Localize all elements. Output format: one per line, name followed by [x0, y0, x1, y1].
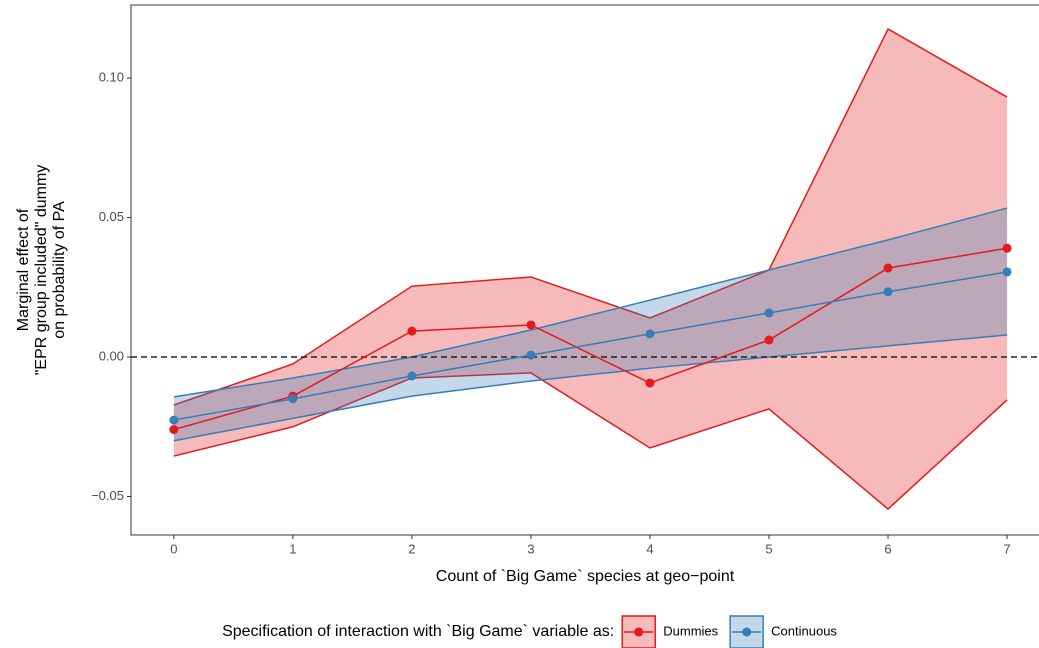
y-axis-label: Marginal effect of: [15, 208, 32, 331]
band-edge: [173, 372, 1008, 511]
legend-item: Continuous: [729, 615, 837, 648]
x-tick-label: 5: [765, 541, 772, 556]
y-tick-label: 0.00: [99, 348, 124, 363]
point: [883, 263, 893, 273]
point: [1002, 243, 1012, 253]
confidence-band: [173, 28, 1008, 510]
band-edge: [173, 207, 1008, 398]
series-line: [173, 271, 1008, 421]
point: [764, 308, 774, 318]
x-tick-label: 6: [884, 541, 891, 556]
point: [645, 329, 655, 339]
point: [288, 394, 298, 404]
point: [645, 378, 655, 388]
y-axis-label: "EPR group included" dummy: [33, 165, 50, 376]
confidence-band: [173, 208, 1008, 441]
x-tick-label: 3: [527, 541, 534, 556]
legend-label: Continuous: [771, 623, 837, 638]
legend-item: Dummies: [621, 615, 719, 648]
legend-label: Dummies: [663, 623, 718, 638]
x-tick-label: 7: [1003, 541, 1010, 556]
plot-area: [131, 27, 1038, 511]
point: [526, 350, 536, 360]
x-tick-label: 2: [408, 541, 415, 556]
point: [169, 425, 179, 435]
band-edge: [173, 27, 1008, 406]
legend-key-point: [742, 627, 752, 637]
band-edge: [173, 334, 1008, 442]
x-tick-label: 0: [170, 541, 177, 556]
point: [1002, 267, 1012, 277]
point: [407, 371, 417, 381]
series-line: [173, 247, 1008, 431]
y-tick-label: 0.05: [99, 209, 124, 224]
y-axis-label: on probability of PA: [51, 201, 68, 339]
point: [883, 287, 893, 297]
y-tick-label: 0.10: [99, 70, 124, 85]
point: [407, 326, 417, 336]
x-tick-label: 1: [289, 541, 296, 556]
legend-title: Specification of interaction with `Big G…: [222, 623, 614, 640]
x-tick-label: 4: [646, 541, 653, 556]
plot-frame: [130, 4, 1039, 536]
y-tick-label: −0.05: [91, 488, 124, 503]
point: [169, 415, 179, 425]
x-axis-label: Count of `Big Game` species at geo−point: [436, 568, 735, 585]
legend-key-point: [634, 627, 644, 637]
point: [526, 320, 536, 330]
point: [764, 335, 774, 345]
